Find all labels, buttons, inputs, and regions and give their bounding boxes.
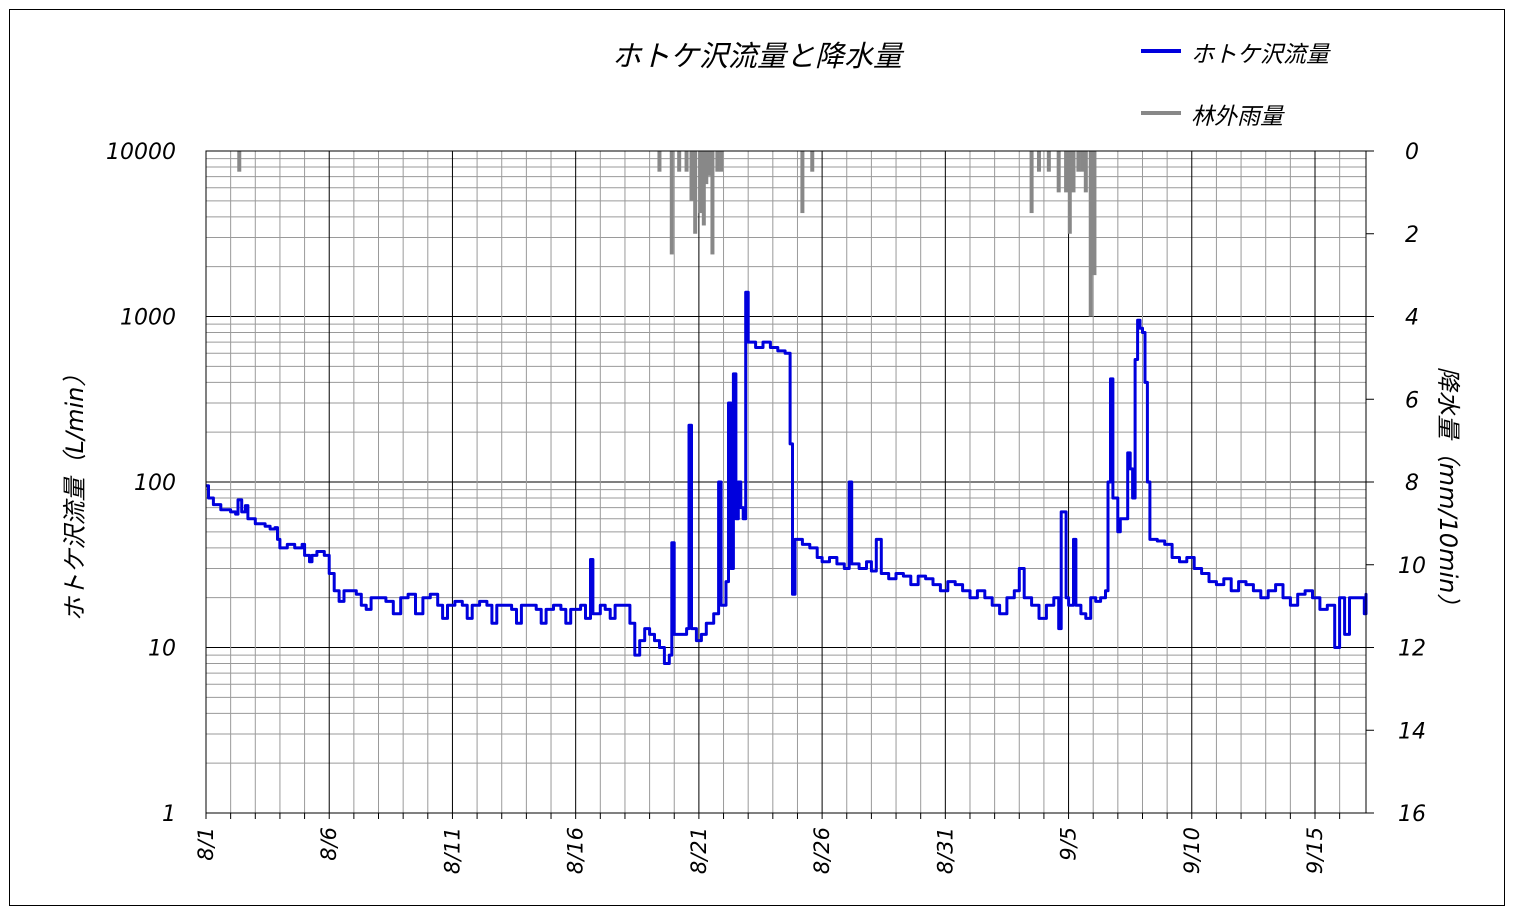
rain-bar [1064,151,1069,193]
rain-bar [1056,151,1061,193]
rain-bar [693,151,698,234]
rain-bar [1092,151,1097,276]
rain-bar [810,151,815,172]
rain-bar [1080,151,1085,172]
x-tick-label: 8/26 [810,827,834,874]
legend: ホトケ沢流量 林外雨量 [1141,42,1331,130]
rain-bar [677,151,682,172]
legend-flow-label: ホトケ沢流量 [1191,42,1331,68]
y-left-tick-label: 1000 [120,306,176,331]
y-right-tick-label: 0 [1405,140,1419,165]
rain-bar [800,151,805,214]
x-tick-label: 8/11 [440,827,464,874]
rain-bar [706,151,711,176]
y-right-tick-label: 2 [1405,223,1419,248]
rain-bar [715,151,720,172]
flow-series [206,290,1368,665]
x-tick-label: 9/10 [1180,827,1204,874]
y-right-tick-label: 10 [1398,554,1426,579]
flow-precipitation-chart: 1 10 100 1000 10000 0 2 4 6 8 10 12 14 16 8/1 8/6 8/11 8/… [61,39,1462,874]
rain-bar [1036,151,1041,172]
y-left-tick-label: 10 [148,637,176,662]
y-right-tick-label: 6 [1405,388,1419,413]
rain-bar [698,151,703,214]
y-right-tick-label: 12 [1398,637,1426,662]
rain-bar [710,151,715,255]
rain-bar [704,151,709,185]
x-tick-label: 8/16 [564,827,588,874]
y-right-tick-label: 4 [1405,306,1419,331]
x-tick-label: 8/1 [194,827,218,861]
flow-line [206,290,1368,665]
grid [205,150,1366,814]
x-tick-label: 8/31 [933,827,957,874]
axes [205,150,1374,819]
x-tick-label: 8/21 [687,827,711,874]
y-right-tick-label: 16 [1398,802,1426,827]
rain-bar [701,151,706,226]
x-tick-label: 8/6 [317,827,341,861]
rain-bar [669,151,674,255]
y-right-tick-label: 8 [1405,471,1419,496]
rain-bar [1083,151,1088,193]
y-left-axis-label: ホトケ沢流量（L/min） [61,363,89,622]
rain-bar [1076,151,1081,172]
rain-bar [1071,151,1076,193]
rain-bar [719,151,724,172]
rain-bar [689,151,694,201]
x-tick-label: 9/15 [1303,827,1327,874]
rain-bar [1088,151,1093,317]
y-left-tick-label: 10000 [106,140,176,165]
y-left-tick-label: 1 [162,802,176,827]
y-right-axis-label: 降水量（mm/10min） [1434,367,1462,618]
x-tick-label: 9/5 [1057,827,1081,861]
rain-bar [1029,151,1034,214]
chart-title: ホトケ沢流量と降水量 [612,39,905,73]
rain-bar [237,151,242,172]
y-right-tick-label: 14 [1398,719,1426,744]
chart-frame: 1 10 100 1000 10000 0 2 4 6 8 10 12 14 16 8/1 8/6 8/11 8/… [9,9,1505,906]
legend-rain-label: 林外雨量 [1191,104,1285,130]
labels: 1 10 100 1000 10000 0 2 4 6 8 10 12 14 16 8/1 8/6 8/11 8/… [106,140,1426,874]
rain-bar [1067,151,1072,234]
rain-bar [684,151,689,172]
rain-bar [1046,151,1051,172]
y-left-tick-label: 100 [134,471,176,496]
rain-bar [657,151,662,172]
rainfall-bars [237,151,1097,317]
